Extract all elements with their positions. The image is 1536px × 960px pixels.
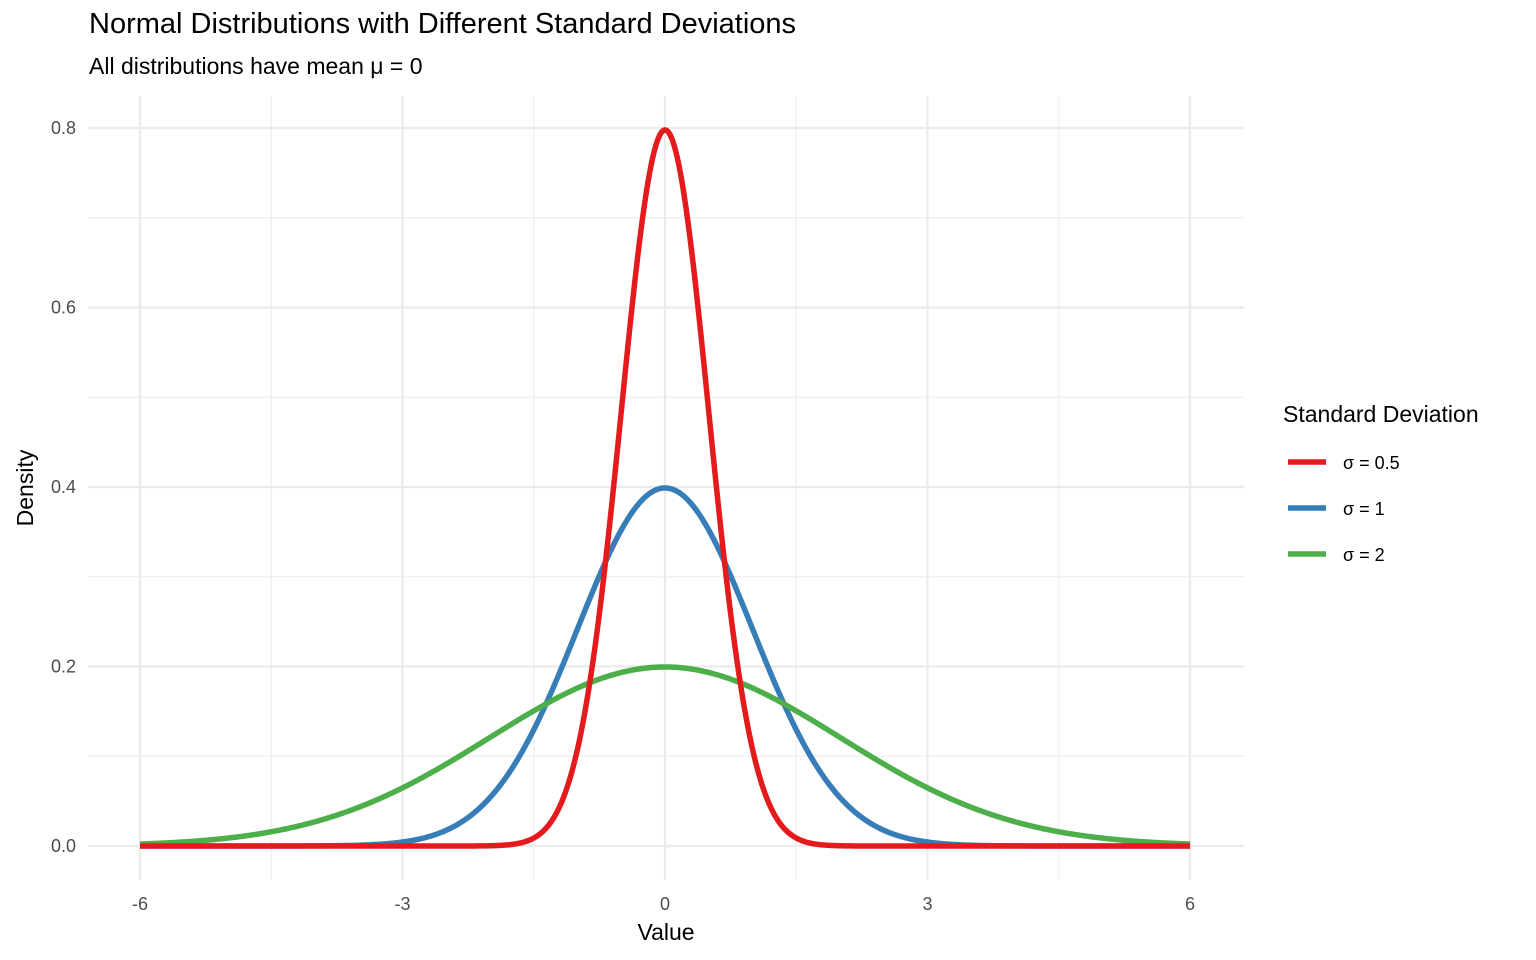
series-lines — [139, 127, 1191, 849]
legend-label: σ = 2 — [1343, 545, 1385, 565]
x-axis-title: Value — [637, 919, 694, 945]
y-tick-label: 0.4 — [51, 477, 76, 497]
series-line-sd-0_5 — [139, 127, 1191, 849]
y-tick-label: 0.8 — [51, 118, 76, 138]
x-axis-ticks: -6 -3 0 3 6 — [132, 894, 1195, 914]
legend-title: Standard Deviation — [1283, 401, 1479, 427]
x-tick-label: 6 — [1185, 894, 1195, 914]
y-tick-label: 0.2 — [51, 657, 76, 677]
series-line-sd-2 — [139, 664, 1191, 847]
y-tick-label: 0.6 — [51, 298, 76, 318]
legend-label: σ = 1 — [1343, 499, 1385, 519]
y-tick-label: 0.0 — [51, 836, 76, 856]
x-tick-label: -6 — [132, 894, 148, 914]
chart-title: Normal Distributions with Different Stan… — [89, 8, 797, 40]
legend-label: σ = 0.5 — [1343, 453, 1400, 473]
legend-items: σ = 0.5 σ = 1 σ = 2 — [1288, 453, 1400, 565]
x-tick-label: 0 — [660, 894, 670, 914]
y-axis-ticks: 0.0 0.2 0.4 0.6 0.8 — [51, 118, 76, 856]
x-tick-label: -3 — [394, 894, 410, 914]
x-tick-label: 3 — [922, 894, 932, 914]
y-axis-title: Density — [12, 449, 38, 526]
legend: Standard Deviation σ = 0.5 σ = 1 σ = 2 — [1283, 401, 1479, 565]
chart-subtitle: All distributions have mean μ = 0 — [89, 53, 423, 79]
